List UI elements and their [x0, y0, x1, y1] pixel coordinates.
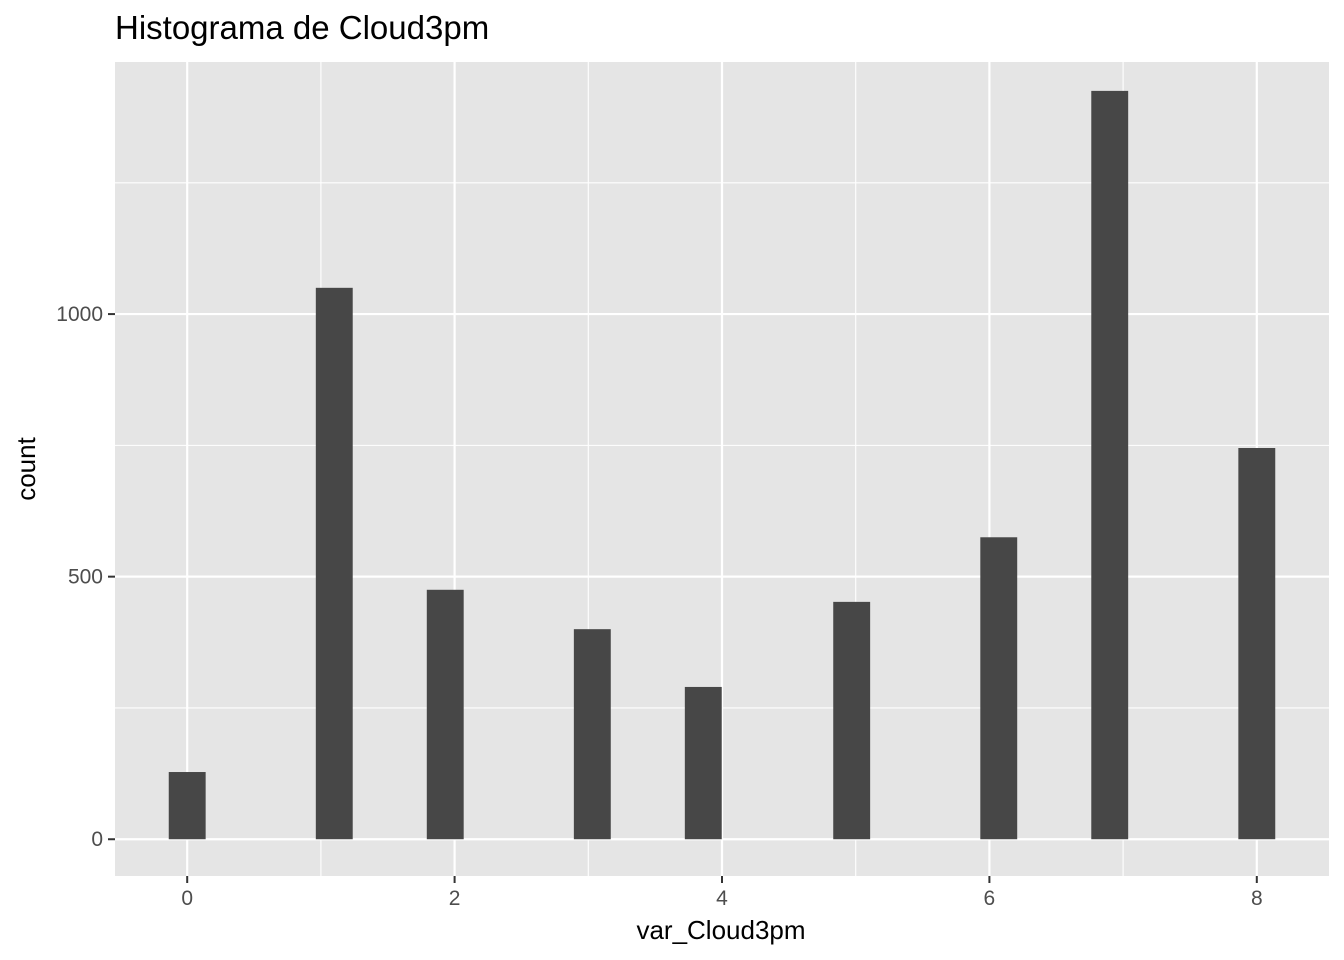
x-tick-label: 4 [716, 887, 728, 910]
x-axis: 0 2 4 6 8 [181, 876, 1263, 910]
y-tick-label: 1000 [56, 303, 103, 326]
histogram-bar [168, 772, 206, 840]
histogram-bar [1238, 447, 1276, 840]
x-axis-title: var_Cloud3pm [636, 915, 805, 945]
histogram-bar [684, 686, 722, 840]
chart-title: Histograma de Cloud3pm [115, 9, 489, 46]
y-tick-label: 0 [91, 828, 103, 851]
histogram-bar [573, 629, 611, 840]
x-tick-label: 0 [181, 887, 193, 910]
histogram-bar [315, 287, 353, 840]
histogram-bar [833, 601, 871, 840]
bars [168, 90, 1276, 840]
y-axis: 0 500 1000 [56, 303, 115, 851]
histogram-bar [980, 537, 1018, 840]
histogram-bar [1091, 90, 1129, 840]
y-tick-label: 500 [68, 566, 103, 589]
x-tick-label: 2 [449, 887, 461, 910]
histogram-bar [426, 589, 464, 840]
x-tick-label: 8 [1251, 887, 1263, 910]
x-tick-label: 6 [984, 887, 996, 910]
y-axis-title: count [11, 436, 41, 500]
